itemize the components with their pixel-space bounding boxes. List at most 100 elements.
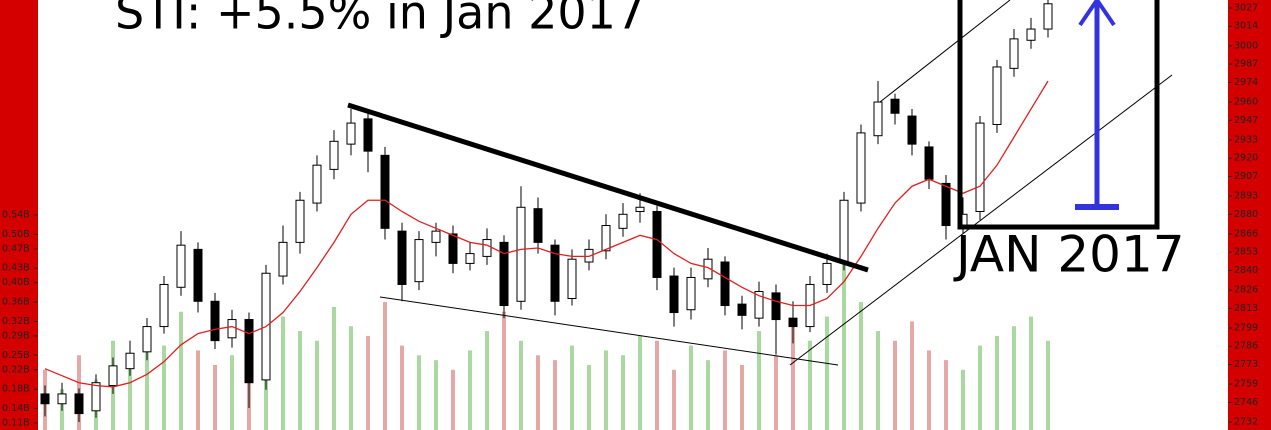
candle-body [431,230,441,243]
volume-bar [145,331,149,430]
volume-bar [383,302,387,430]
candle-body [159,283,169,328]
candle-body [125,352,135,370]
volume-bar [485,331,489,430]
volume-bar [842,234,846,430]
volume-bar [978,345,982,430]
price-layer [40,0,1053,423]
moving-average [44,80,1049,388]
volume-bar [995,335,999,430]
y2-tick-label: 0.25B [2,350,30,361]
candle-body [601,225,611,252]
volume-bar [621,355,625,430]
y-tick-label: 2840 [1234,265,1258,276]
candle-body [380,154,390,229]
volume-bar [655,340,659,430]
y2-tick-label: 0.40B [2,277,30,288]
volume-bar [128,360,132,430]
candle-body [142,326,152,353]
y-tick-label: 2987 [1234,59,1258,70]
y-tick-label: 2813 [1234,303,1258,314]
volume-bar [451,369,455,430]
volume-bar [536,355,540,430]
y-tick-label: 3000 [1234,40,1258,51]
y-tick-label: 2947 [1234,115,1258,126]
y-tick-label: 2933 [1234,134,1258,145]
candle-body [975,122,985,212]
y2-tick-label: 0.11B [2,417,30,428]
volume-bar [893,340,897,430]
candle-body [720,261,730,307]
candle-body [703,258,713,280]
candle-body [669,275,679,314]
y-tick-label: 2746 [1234,397,1258,408]
arrow-head [1078,0,1116,27]
volume-bar [502,311,506,430]
volume-bar [723,350,727,430]
volume-bar [774,355,778,430]
candle-body [941,182,951,227]
y-tick-label: 2974 [1234,77,1258,88]
candle-body [754,290,764,319]
volume-bar [179,311,183,430]
candle-body [652,210,662,278]
volume-bar [230,355,234,430]
volume-bar [910,321,914,430]
y2-tick-label: 0.29B [2,330,30,341]
volume-bar [332,306,336,430]
chart-title: STI: +5.5% in Jan 2017 [115,0,645,40]
y2-tick-label: 0.36B [2,297,30,308]
candle-body [635,206,645,212]
volume-bar [213,364,217,430]
volume-bar [298,331,302,430]
candle-body [244,319,254,384]
y-tick-label: 2893 [1234,191,1258,202]
candle-body [618,213,628,229]
candle-body [873,101,883,137]
y2-tick-label: 0.50B [2,229,30,240]
y-tick-label: 2826 [1234,285,1258,296]
volume-bar [553,360,557,430]
volume-bar [1046,340,1050,430]
candle-body [57,393,67,405]
y-tick-label: 2732 [1234,417,1258,428]
axes: 3027 3014 3000 2987 2974 2960 2947 2933 2920 2907… [2,2,1258,428]
y-tick-label: 2853 [1234,247,1258,258]
volume-bar [876,331,880,430]
volume-bar [434,360,438,430]
candle-body [295,199,305,243]
volume-bar [1029,316,1033,430]
volume-bar [791,326,795,430]
candle-body [448,233,458,264]
candle-body [890,98,900,114]
y2-tick-label: 0.43B [2,263,30,274]
annotation: JAN 2017 [953,226,1185,284]
volume-bar [825,316,829,430]
volume-bar [859,302,863,430]
volume-bar [740,364,744,430]
y2-tick-label: 0.32B [2,316,30,327]
candle-body [788,317,798,328]
candle-body [74,393,84,415]
candle-body [856,132,866,204]
y-tick-label: 2907 [1234,171,1258,182]
candle-body [227,319,237,339]
volume-bar [808,340,812,430]
volume-bar [162,345,166,430]
candle-body [278,241,288,277]
candle-body [346,122,356,145]
volume-bar [706,360,710,430]
volume-bar [944,360,948,430]
volume-bar [604,350,608,430]
candle-body [516,206,526,302]
candle-body [1009,38,1019,69]
candle-body [499,241,509,307]
channel-line [879,0,1011,103]
volume-bar [638,335,642,430]
candle-body [40,393,50,405]
volume-bar [468,350,472,430]
y-tick-label: 3014 [1234,21,1258,32]
volume-bar [417,355,421,430]
